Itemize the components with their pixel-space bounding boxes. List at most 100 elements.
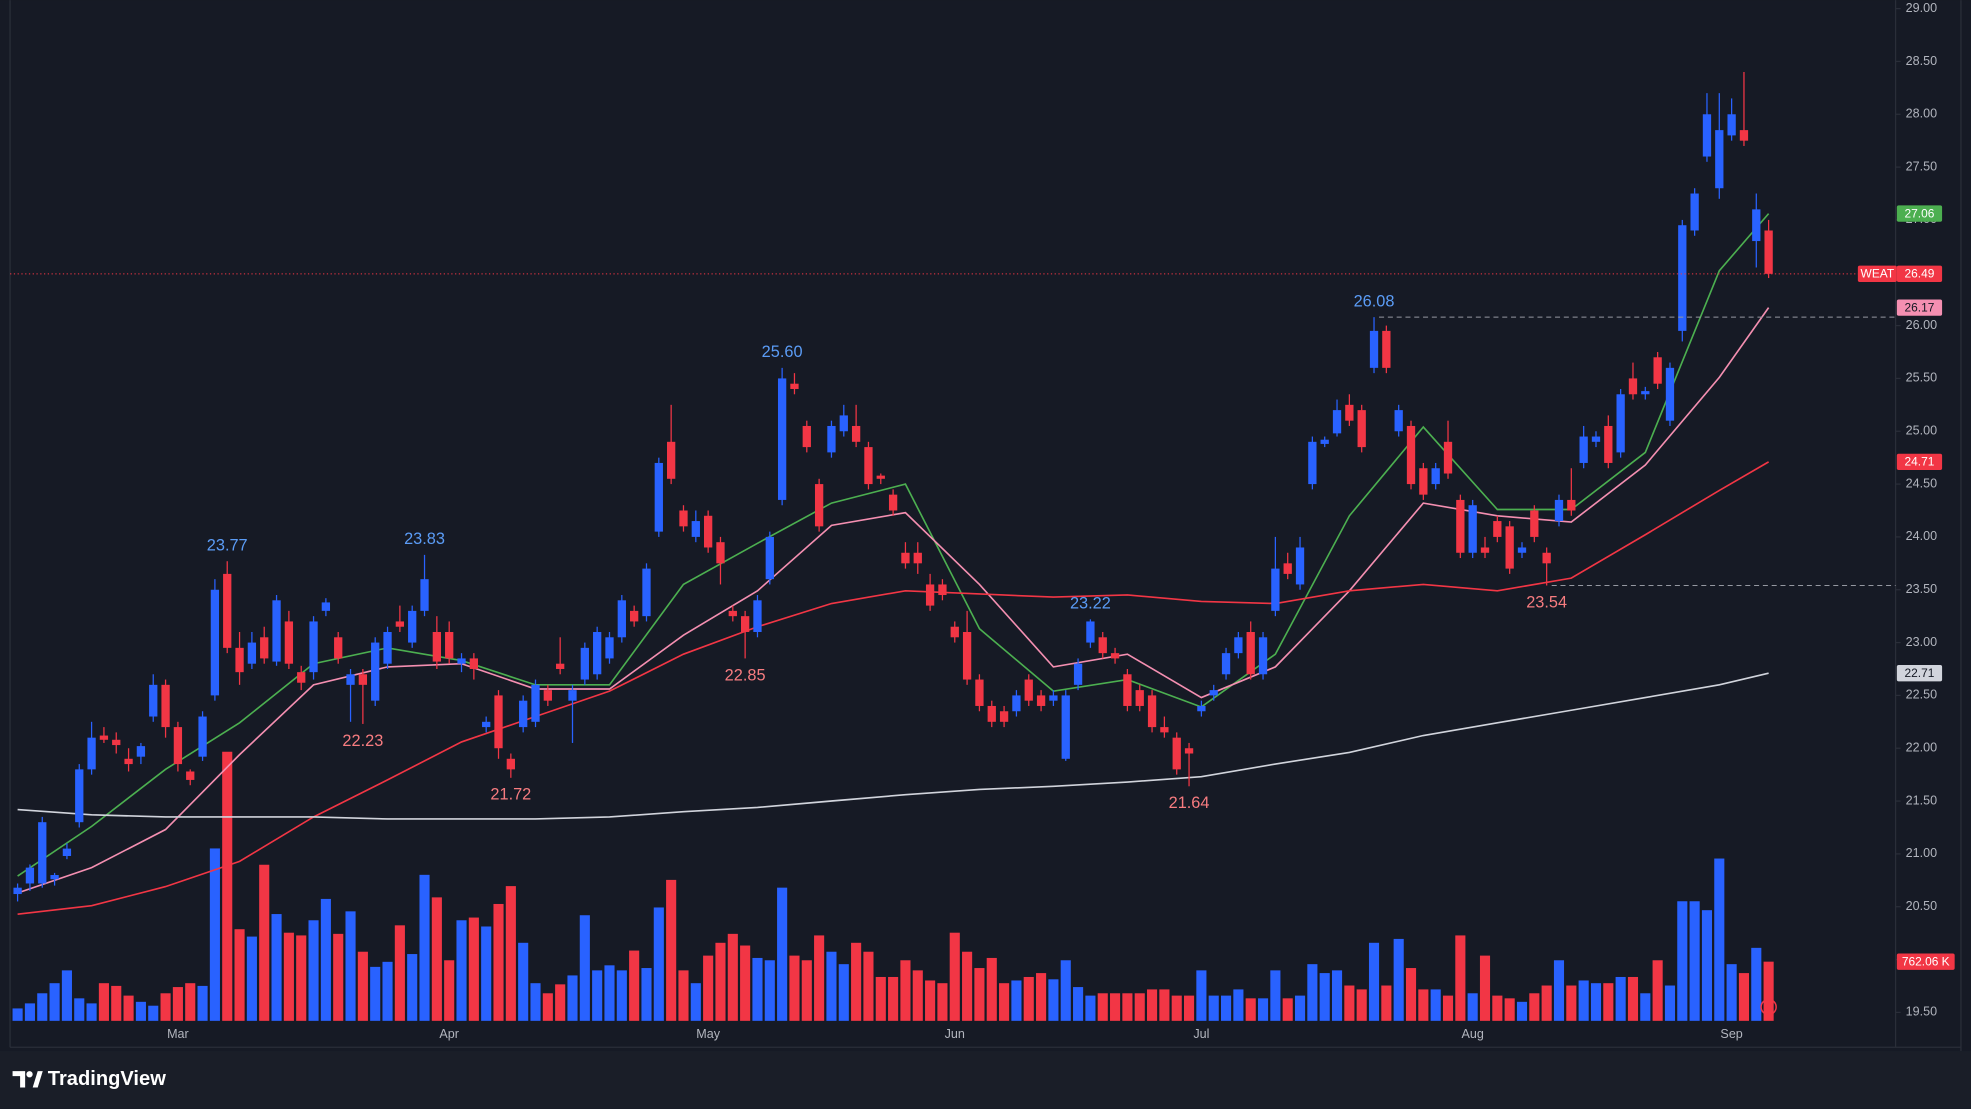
- volume-bar: [1270, 970, 1281, 1021]
- hilo-label: 23.77: [207, 536, 248, 554]
- volume-bar: [345, 911, 356, 1021]
- candle-body: [1505, 526, 1514, 569]
- volume-bar: [370, 966, 381, 1021]
- volume-bar: [1751, 947, 1762, 1021]
- volume-bar: [1553, 960, 1565, 1021]
- candle-body: [1308, 441, 1317, 485]
- volume-bar: [1418, 989, 1429, 1021]
- candle-body: [1024, 679, 1033, 701]
- candle-body: [630, 610, 639, 622]
- ma-price-tag: 27.06: [1905, 206, 1935, 220]
- ma-price-tag-bg: [1896, 665, 1943, 682]
- volume-bar: [727, 933, 738, 1021]
- candle-body: [531, 684, 540, 722]
- candle-body: [679, 510, 688, 527]
- candle-body: [1049, 695, 1058, 701]
- volume-bar: [518, 942, 529, 1021]
- candle-body: [1764, 230, 1773, 274]
- y-tick-label: 27.50: [1906, 159, 1937, 173]
- candle-body: [740, 616, 750, 633]
- annotation-layer: 23.77 23.83 25.60 23.22 26.08 22.23 21.72 22.85…: [10, 273, 1896, 812]
- candle-body: [975, 679, 984, 706]
- candle-body: [247, 642, 257, 664]
- volume-bar: [1763, 961, 1774, 1021]
- candle-body: [210, 589, 220, 696]
- candle-body: [1197, 705, 1206, 712]
- volume-bar: [1196, 970, 1207, 1021]
- volume-bar: [666, 879, 677, 1021]
- candle-body: [580, 647, 589, 680]
- volume-bar: [1294, 995, 1306, 1021]
- volume-bar: [1504, 998, 1515, 1021]
- candle-body: [75, 769, 84, 823]
- candle-body: [223, 573, 232, 648]
- y-tick-label: 28.00: [1906, 107, 1937, 121]
- volume-bar: [629, 950, 640, 1021]
- volume-bar: [777, 887, 788, 1021]
- volume-bar: [875, 976, 886, 1021]
- ma-price-tag: 22.71: [1905, 666, 1935, 680]
- candle-body: [124, 758, 133, 765]
- volume-bar: [1430, 989, 1441, 1021]
- candle-body: [87, 737, 96, 770]
- candle-body: [1086, 621, 1095, 643]
- volume-bar: [1097, 993, 1108, 1021]
- volume-bar: [1578, 980, 1589, 1021]
- candle-body: [1135, 690, 1144, 706]
- volume-bar: [49, 983, 60, 1021]
- candle-body: [1739, 130, 1749, 141]
- candle-body: [703, 515, 713, 548]
- volume-bar: [1627, 976, 1639, 1021]
- volume-bar: [1701, 910, 1713, 1021]
- volume-bar: [678, 970, 689, 1021]
- candle-body: [1493, 521, 1502, 537]
- volume-bar: [814, 935, 825, 1021]
- brand-logo: TradingView: [12, 1068, 166, 1090]
- candle-body: [112, 739, 121, 746]
- moving-average-line: [17, 672, 1769, 820]
- x-tick-label: Aug: [1461, 1027, 1483, 1041]
- candle-body: [1406, 425, 1416, 485]
- candle-body: [642, 568, 651, 617]
- ma-price-tag: 26.17: [1905, 300, 1935, 314]
- volume-bar: [12, 1008, 23, 1021]
- volume-bar: [1344, 985, 1355, 1021]
- candle-body: [888, 494, 898, 511]
- candle-body: [1073, 663, 1083, 685]
- volume-bar: [1307, 964, 1318, 1021]
- candle-body: [851, 425, 861, 442]
- candle-body: [334, 637, 343, 659]
- volume-bar: [949, 932, 960, 1021]
- candle-body: [284, 621, 294, 664]
- volume-bar: [1147, 989, 1158, 1021]
- x-tick-label: Jul: [1193, 1027, 1209, 1041]
- volume-bar: [419, 874, 430, 1021]
- volume-bar: [160, 993, 171, 1021]
- candle-body: [1554, 499, 1564, 522]
- candle-body: [260, 637, 269, 659]
- candle-body: [1160, 727, 1169, 733]
- volume-bar: [505, 886, 516, 1021]
- candle-body: [161, 684, 170, 728]
- candle-body: [1616, 394, 1625, 453]
- candle-body: [173, 727, 183, 765]
- candle-body: [346, 674, 355, 685]
- candle-body: [408, 610, 417, 643]
- volume-bar: [1566, 985, 1577, 1021]
- y-tick-label: 22.50: [1906, 688, 1937, 702]
- y-tick-label: 20.50: [1906, 899, 1937, 913]
- volume-bar: [1405, 968, 1417, 1021]
- candle-body: [272, 600, 281, 662]
- candle-body: [506, 758, 515, 770]
- volume-bar: [838, 964, 849, 1021]
- volume-bar: [986, 957, 997, 1021]
- volume-bar: [172, 987, 183, 1021]
- candle-body: [482, 721, 491, 728]
- axis-layer: 19.5020.0020.5021.0021.5022.0022.5023.00…: [167, 1, 1955, 1041]
- alert-icon[interactable]: [1760, 998, 1777, 1016]
- volume-bar: [567, 975, 578, 1021]
- last-price-tag: 26.49: [1905, 267, 1935, 281]
- volume-bar: [579, 915, 590, 1021]
